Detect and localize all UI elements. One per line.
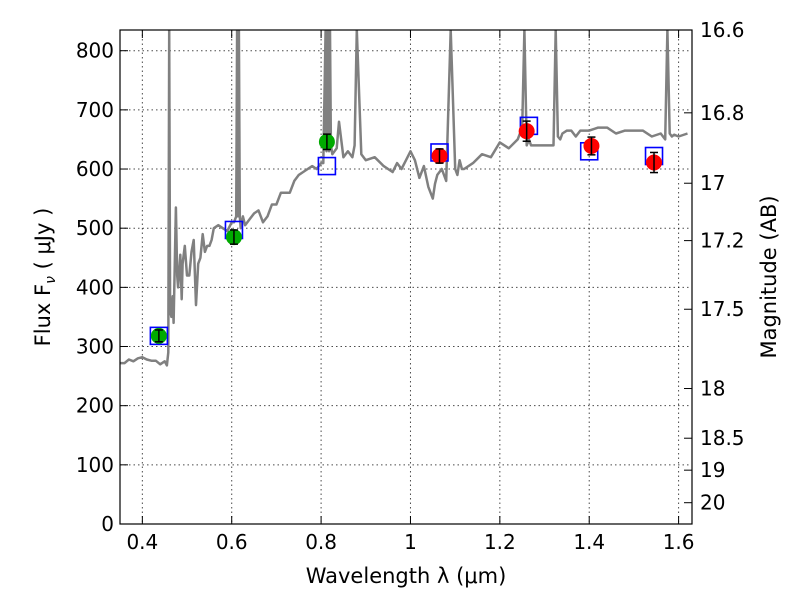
- y2-tick-label: 16.6: [700, 18, 745, 42]
- y-tick-label: 0: [101, 512, 114, 536]
- y2-tick-label: 19: [700, 458, 725, 482]
- y-tick-label: 600: [76, 157, 114, 181]
- x-tick-label: 0.6: [216, 530, 248, 554]
- y-tick-label: 800: [76, 39, 114, 63]
- y-axis-label-sub: ν: [43, 276, 59, 284]
- y-tick-label: 700: [76, 98, 114, 122]
- model-box-marker: [149, 326, 169, 346]
- y2-tick-label: 18.5: [700, 426, 745, 450]
- x-tick-label: 1.4: [573, 530, 605, 554]
- model-box-marker: [317, 156, 337, 176]
- y-axis-right: 16.6 16.8 17 17.2 17.5 18 18.5 19 20: [684, 18, 745, 515]
- y-tick-label: 500: [76, 216, 114, 240]
- y-tick-label: 100: [76, 453, 114, 477]
- y-axis-left: 0 100 200 300 400 500 600 700 800: [76, 39, 128, 536]
- y-axis-label-unit: ( μJy ): [31, 208, 55, 276]
- y2-axis-label: Magnitude (AB): [757, 195, 781, 358]
- y-tick-label: 200: [76, 394, 114, 418]
- y-tick-label: 400: [76, 275, 114, 299]
- y2-tick-label: 16.8: [700, 101, 745, 125]
- y-axis-label: Flux Fν ( μJy ): [31, 208, 59, 347]
- y2-tick-label: 18: [700, 377, 725, 401]
- plot-area: [120, 30, 688, 367]
- photometry-points: [150, 120, 663, 344]
- y2-tick-label: 17.2: [700, 229, 745, 253]
- y-tick-label: 300: [76, 335, 114, 359]
- x-tick-label: 0.8: [305, 530, 337, 554]
- x-tick-label: 0.4: [126, 530, 158, 554]
- x-axis: 0.4 0.6 0.8 1 1.2 1.4 1.6: [126, 30, 695, 554]
- plot-frame: [119, 29, 693, 525]
- y2-tick-label: 20: [700, 491, 725, 515]
- x-tick-label: 1: [404, 530, 417, 554]
- y-axis-label-main: Flux F: [31, 284, 55, 346]
- x-tick-label: 1.6: [663, 530, 695, 554]
- x-tick-label: 1.2: [484, 530, 516, 554]
- plot-background: [120, 30, 692, 524]
- spectrum-line: [120, 30, 688, 367]
- y2-tick-label: 17.5: [700, 297, 745, 321]
- y2-tick-label: 17: [700, 171, 725, 195]
- x-axis-label: Wavelength λ (μm): [306, 564, 507, 588]
